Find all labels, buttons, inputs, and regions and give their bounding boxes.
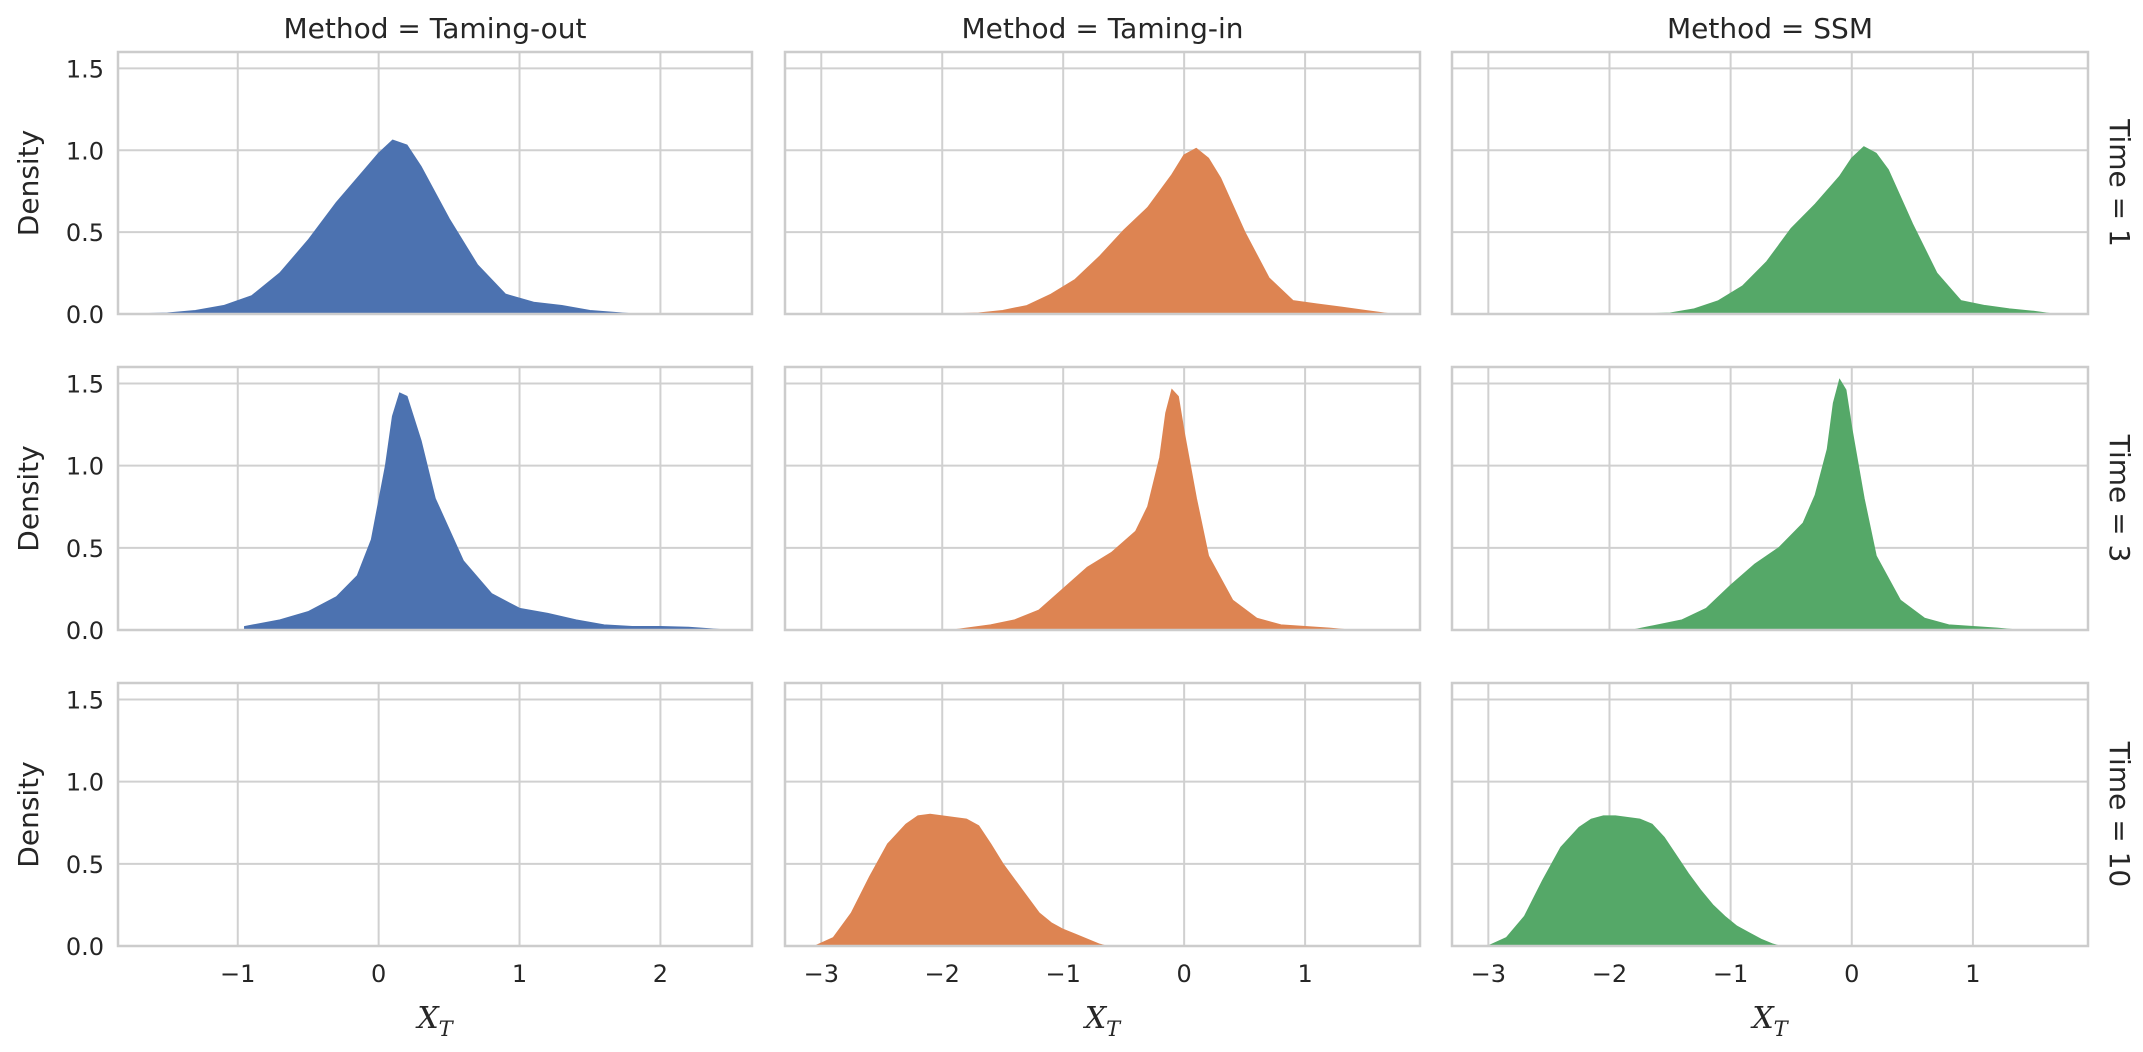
x-tick-label: −2 (1592, 960, 1627, 988)
panel-frame (783, 50, 1422, 316)
x-tick-label: 0 (1844, 960, 1859, 988)
y-tick-label: 0.5 (66, 219, 104, 247)
row-label-time-1: Time = 1 (2103, 118, 2136, 247)
density-area-taming-in-time-1 (954, 147, 1390, 315)
panel-r0-c1: Method = Taming-in (783, 12, 1422, 316)
panel-r1-c1 (783, 365, 1422, 632)
x-axis-label: XT (415, 1001, 454, 1041)
panel-frame (1450, 365, 2090, 632)
panel-frame (783, 681, 1422, 948)
x-tick-label: 0 (1177, 960, 1192, 988)
density-area-taming-out-time-1 (139, 139, 633, 315)
y-tick-label: 0.5 (66, 851, 104, 879)
panel-r0-c0: 0.0 0.5 1.0 1.5 Density Method = Taming-out (12, 12, 754, 329)
y-tick-label: 1.0 (66, 137, 104, 165)
x-tick-label: 0 (371, 960, 386, 988)
y-tick-label: 1.0 (66, 453, 104, 481)
x-tick-label: −3 (1471, 960, 1506, 988)
x-tick-label: −1 (220, 960, 255, 988)
y-tick-label: 0.0 (66, 617, 104, 645)
row-label-time-10: Time = 10 (2103, 741, 2136, 887)
x-tick-label: −1 (1713, 960, 1748, 988)
y-tick-label: 1.5 (66, 55, 104, 83)
y-tick-label: 1.0 (66, 769, 104, 797)
y-tick-label: 0.0 (66, 301, 104, 329)
density-area-ssm-time-1 (1645, 146, 2052, 315)
panel-frame (783, 365, 1422, 632)
density-area-taming-out-time-3 (244, 392, 724, 631)
panel-r0-c2: Method = SSM Time = 1 (1450, 12, 2136, 316)
panel-r2-c1: −3 −2 −1 0 1 XT (783, 681, 1422, 1041)
panel-frame (116, 50, 754, 316)
x-tick-label: −1 (1045, 960, 1080, 988)
density-area-taming-in-time-10 (814, 813, 1106, 947)
y-tick-label: 0.5 (66, 535, 104, 563)
y-axis-label: Density (12, 445, 45, 551)
panel-frame (116, 365, 754, 632)
y-tick-label: 0.0 (66, 933, 104, 961)
density-area-ssm-time-10 (1487, 815, 1780, 947)
facet-title-taming-out: Method = Taming-out (284, 12, 587, 45)
panel-r2-c2: Time = 10 −3 −2 −1 0 1 XT (1450, 681, 2136, 1041)
y-tick-label: 1.5 (66, 370, 104, 398)
panel-r1-c2: Time = 3 (1450, 365, 2136, 632)
x-tick-label: 2 (653, 960, 668, 988)
x-tick-label: 1 (1297, 960, 1312, 988)
y-tick-label: 1.5 (66, 686, 104, 714)
density-area-ssm-time-3 (1633, 378, 2016, 631)
x-axis-label: XT (1750, 1001, 1789, 1041)
x-axis-label: XT (1083, 1001, 1122, 1041)
x-tick-label: 1 (512, 960, 527, 988)
row-label-time-3: Time = 3 (2103, 434, 2136, 563)
y-axis-label: Density (12, 761, 45, 867)
facet-title-ssm: Method = SSM (1667, 12, 1873, 45)
x-tick-label: −2 (925, 960, 960, 988)
x-tick-label: −3 (804, 960, 839, 988)
x-tick-label: 1 (1965, 960, 1980, 988)
panel-frame (1450, 50, 2090, 316)
y-axis-label: Density (12, 130, 45, 236)
facet-title-taming-in: Method = Taming-in (961, 12, 1243, 45)
density-area-taming-in-time-3 (954, 388, 1348, 631)
panel-frame (116, 681, 754, 948)
panel-frame (1450, 681, 2090, 948)
panel-r2-c0: 0.0 0.5 1.0 1.5 Density −1 0 1 2 XT (12, 681, 754, 1041)
panel-r1-c0: 0.0 0.5 1.0 1.5 Density (12, 365, 754, 645)
